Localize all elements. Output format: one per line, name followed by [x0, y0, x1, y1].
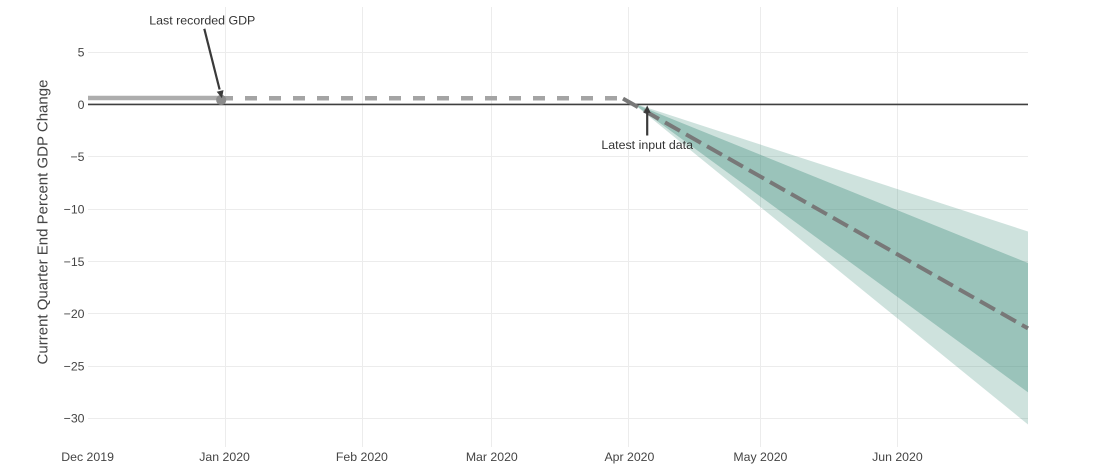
svg-text:Mar 2020: Mar 2020	[466, 450, 518, 464]
svg-text:Current Quarter End Percent GD: Current Quarter End Percent GDP Change	[35, 80, 52, 365]
svg-text:5: 5	[78, 46, 85, 60]
svg-text:−30: −30	[64, 412, 85, 426]
svg-text:Dec 2019: Dec 2019	[61, 450, 114, 464]
svg-text:−5: −5	[70, 150, 84, 164]
svg-text:−10: −10	[64, 203, 85, 217]
svg-text:Latest input data: Latest input data	[601, 138, 693, 152]
svg-text:Last recorded GDP: Last recorded GDP	[149, 13, 255, 27]
svg-text:−25: −25	[64, 359, 85, 373]
svg-text:−20: −20	[64, 307, 85, 321]
svg-text:Jan 2020: Jan 2020	[199, 450, 250, 464]
svg-text:Feb 2020: Feb 2020	[336, 450, 388, 464]
svg-text:0: 0	[78, 98, 85, 112]
svg-text:May 2020: May 2020	[733, 450, 787, 464]
svg-text:Jun 2020: Jun 2020	[872, 450, 923, 464]
svg-text:−15: −15	[64, 255, 85, 269]
svg-text:Apr 2020: Apr 2020	[604, 450, 654, 464]
